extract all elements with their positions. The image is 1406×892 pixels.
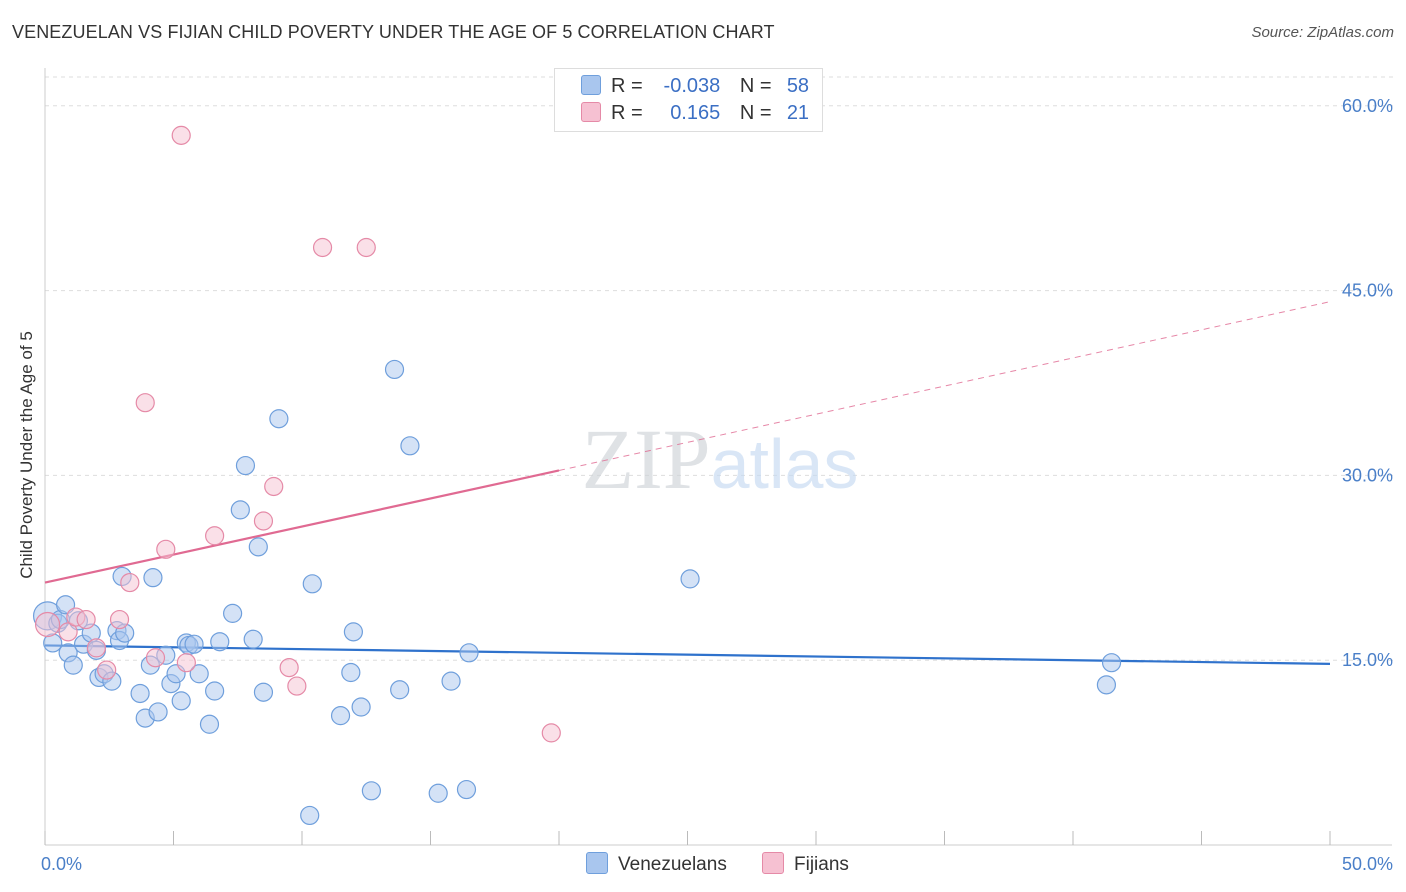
fijian-point <box>264 476 284 497</box>
venezuelan-point <box>230 500 250 520</box>
venezuelan-point <box>55 595 76 615</box>
venezuelan-point <box>384 359 405 380</box>
watermark: ZIPatlas <box>582 411 859 507</box>
venezuelan-point <box>210 632 230 652</box>
fijian-point <box>356 237 376 258</box>
fijian-point <box>176 653 196 673</box>
fijian-point <box>279 657 299 678</box>
watermark-zip: ZIP <box>582 411 711 507</box>
fijian-point <box>541 723 561 743</box>
stats-legend: R = -0.038 N = 58 R = 0.165 N = 21 <box>554 68 823 132</box>
venezuelan-point <box>253 682 274 702</box>
venezuelan-point <box>680 569 700 589</box>
legend-n-label: N = <box>739 102 772 124</box>
watermark-atlas: atlas <box>711 425 859 503</box>
gridlines <box>45 76 1395 661</box>
venezuelan-point <box>235 455 256 476</box>
fijian-point <box>109 609 130 630</box>
venezuelan-point <box>223 603 243 623</box>
chart-title: VENEZUELAN VS FIJIAN CHILD POVERTY UNDER… <box>12 22 775 42</box>
bottom-legend-fijians: Fijians <box>762 852 849 876</box>
venezuelan-point <box>1101 653 1122 673</box>
venezuelan-legend-label: Venezuelans <box>618 854 727 875</box>
venezuelan-point <box>361 781 381 801</box>
x-tick-label: 50.0% <box>1342 854 1393 874</box>
fijian-point <box>34 611 61 638</box>
venezuelan-point <box>341 662 361 683</box>
fijian-point <box>145 648 166 668</box>
venezuelan-point <box>428 783 448 803</box>
y-axis-label: Child Poverty Under the Age of 5 <box>17 331 36 579</box>
venezuelan-point <box>456 779 477 800</box>
venezuelan-point <box>1096 675 1117 695</box>
venezuelan-point <box>330 706 351 726</box>
bottom-legend-venezuelans: Venezuelans <box>586 852 727 876</box>
venezuelan-point <box>63 655 83 675</box>
legend-n-label: N = <box>739 75 772 97</box>
legend-r-label: R = <box>611 102 643 124</box>
y-tick-label: 45.0% <box>1342 281 1393 301</box>
venezuelan-point <box>184 634 204 654</box>
y-tick-label: 30.0% <box>1342 465 1393 485</box>
venezuelan-point <box>269 409 289 429</box>
venezuelan-trend-line <box>44 644 1331 665</box>
data-points <box>32 125 1122 826</box>
fijian-point <box>76 609 96 630</box>
venezuelan-point <box>300 805 320 826</box>
fijian-trend-line <box>44 469 560 584</box>
y-tick-label: 15.0% <box>1342 650 1393 670</box>
legend-r-label: R = <box>611 75 643 97</box>
fijian-point <box>58 622 78 642</box>
fijian-point <box>253 511 274 531</box>
venezuelan-point <box>400 436 420 456</box>
venezuelan-point <box>205 681 225 701</box>
venezuelan-point <box>130 683 150 704</box>
chart-source: Source: ZipAtlas.com <box>1251 24 1394 41</box>
venezuelan-point <box>199 714 220 734</box>
venezuelan-point <box>148 702 168 722</box>
legend-row-venezuelans: R = -0.038 N = 58 <box>581 75 809 98</box>
fijian-point <box>171 125 191 145</box>
venezuelan-legend-swatch <box>586 852 608 874</box>
venezuelan-point <box>302 574 322 594</box>
fijian-point <box>205 526 225 546</box>
fijian-point <box>312 237 333 258</box>
venezuelan-point <box>171 691 191 711</box>
fijian-legend-swatch <box>762 852 784 874</box>
fijian-point <box>97 660 117 680</box>
fijian-point <box>120 572 140 593</box>
fijian-point <box>86 638 107 658</box>
venezuelan-point <box>343 622 363 642</box>
legend-r-value: 0.165 <box>670 102 721 124</box>
venezuelan-point <box>441 671 461 691</box>
venezuelan-point <box>351 697 371 717</box>
fijian-swatch <box>581 102 601 122</box>
venezuelan-point <box>189 664 209 684</box>
venezuelan-point <box>390 680 410 700</box>
axes <box>44 68 1392 846</box>
venezuelan-point <box>143 568 163 588</box>
fijian-point <box>156 539 176 559</box>
fijian-point <box>135 393 155 413</box>
venezuelan-point <box>248 537 268 557</box>
x-tick-label: 0.0% <box>41 854 82 874</box>
legend-n-value: 58 <box>786 75 810 97</box>
y-tick-label: 60.0% <box>1342 96 1393 116</box>
legend-r-value: -0.038 <box>663 75 721 97</box>
venezuelan-swatch <box>581 75 601 95</box>
venezuelan-point <box>459 643 479 663</box>
fijian-point <box>287 676 307 696</box>
legend-n-value: 21 <box>786 102 810 124</box>
venezuelan-point <box>243 629 263 649</box>
legend-row-fijians: R = 0.165 N = 21 <box>581 102 809 125</box>
tick-labels: 15.0% 30.0% 45.0% 60.0% 0.0% 50.0% <box>41 96 1393 874</box>
fijian-legend-label: Fijians <box>794 854 849 875</box>
